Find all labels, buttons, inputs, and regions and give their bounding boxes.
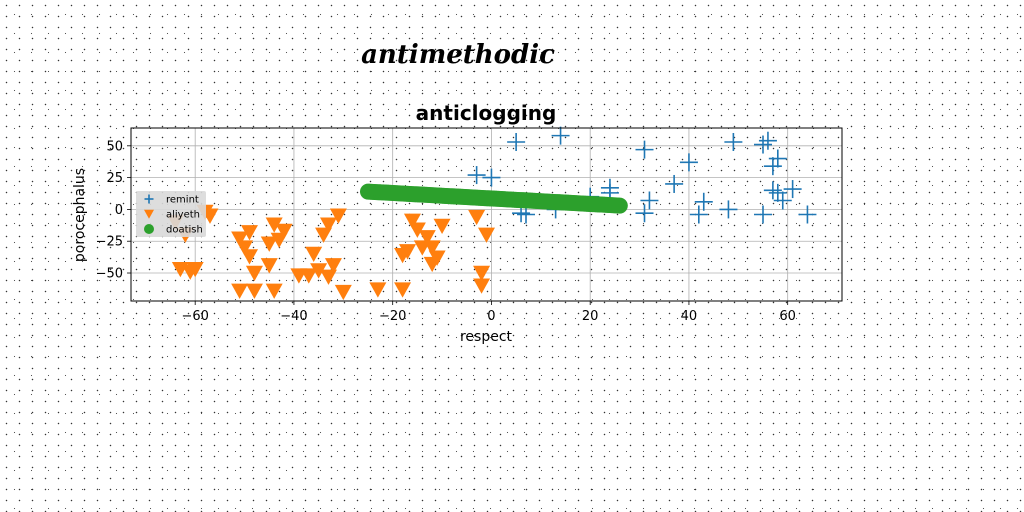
aliyeth-point [241, 249, 258, 265]
y-axis-label: porocephalus [72, 168, 88, 262]
axis-ticks: −60 −40 −20 0 20 40 60 −50 −25 0 25 50 [96, 139, 796, 324]
aliyeth-point [418, 230, 436, 246]
legend-marker-remint [144, 194, 154, 204]
aliyeth-point [334, 284, 352, 301]
remint-point [635, 140, 654, 159]
x-tick-label: −60 [181, 309, 208, 324]
legend-box [136, 191, 206, 237]
remint-point [679, 153, 698, 172]
y-tick-label: 0 [115, 203, 123, 218]
aliyeth-point [473, 278, 491, 294]
aliyeth-point [408, 222, 426, 238]
aliyeth-point [260, 236, 278, 252]
aliyeth-point [236, 240, 254, 256]
aliyeth-point [300, 268, 318, 284]
y-tick-label: 25 [106, 171, 123, 186]
legend-marker-doatish [144, 224, 154, 234]
remint-point [768, 149, 787, 168]
x-tick-label: −20 [379, 309, 406, 324]
aliyeth-point [433, 218, 451, 235]
y-tick-label: −50 [96, 267, 123, 282]
x-tick-label: 40 [681, 309, 698, 324]
aliyeth-point [320, 217, 337, 233]
y-tick-label: 50 [106, 139, 123, 154]
remint-point [482, 168, 501, 187]
aliyeth-point [403, 213, 421, 229]
remint-point [783, 180, 802, 199]
series-aliyeth [166, 204, 495, 301]
aliyeth-point [310, 263, 328, 279]
aliyeth-point [399, 244, 416, 260]
aliyeth-point [245, 265, 263, 282]
x-tick-label: 0 [487, 309, 495, 324]
x-axis-label: respect [460, 329, 513, 345]
remint-point [798, 205, 817, 224]
grid-lines [131, 128, 842, 301]
plot-marks [166, 126, 817, 301]
aliyeth-point [369, 282, 387, 298]
series-remint [467, 126, 817, 224]
doatish-point [611, 197, 628, 214]
aliyeth-point [324, 258, 342, 274]
figure-suptitle: antimethodic [361, 40, 555, 70]
aliyeth-point [265, 217, 283, 233]
aliyeth-point [265, 283, 283, 299]
aliyeth-point [260, 258, 278, 274]
aliyeth-point [473, 265, 491, 282]
aliyeth-point [231, 231, 249, 247]
remint-point [551, 126, 570, 145]
aliyeth-point [241, 225, 258, 241]
remint-point [763, 181, 782, 200]
aliyeth-point [275, 223, 293, 240]
aliyeth-point [245, 283, 263, 299]
aliyeth-point [478, 227, 495, 243]
legend-label-remint: remint [166, 195, 199, 206]
remint-point [640, 191, 659, 210]
aliyeth-point [305, 246, 323, 263]
remint-point [467, 166, 486, 185]
remint-point [719, 200, 738, 219]
remint-point [724, 132, 743, 151]
aliyeth-point [394, 282, 412, 298]
x-tick-label: 20 [582, 309, 599, 324]
x-tick-label: 60 [779, 309, 796, 324]
x-tick-label: −40 [280, 309, 307, 324]
legend-label-aliyeth: aliyeth [166, 210, 200, 221]
remint-point [758, 131, 777, 150]
remint-point [635, 204, 654, 223]
aliyeth-point [329, 208, 347, 224]
aliyeth-point [468, 209, 486, 226]
remint-point [694, 192, 713, 211]
remint-point [689, 205, 708, 224]
axes-frame [130, 127, 843, 302]
remint-point [763, 157, 782, 176]
remint-point [517, 205, 535, 224]
aliyeth-point [428, 250, 446, 266]
remint-point [507, 132, 526, 151]
aliyeth-point [231, 283, 249, 299]
remint-point [665, 174, 684, 193]
aliyeth-point [320, 269, 337, 285]
remint-point [754, 135, 772, 154]
remint-point [754, 205, 772, 224]
chart-title: anticlogging [416, 101, 557, 125]
legend: remint aliyeth doatish [136, 191, 206, 237]
aliyeth-point [186, 261, 204, 278]
aliyeth-point [423, 240, 441, 256]
remint-point [773, 191, 792, 210]
series-doatish [360, 183, 628, 214]
legend-label-doatish: doatish [166, 225, 203, 236]
legend-marker-aliyeth [144, 209, 154, 219]
y-tick-label: −25 [96, 235, 123, 250]
remint-point [768, 183, 787, 202]
